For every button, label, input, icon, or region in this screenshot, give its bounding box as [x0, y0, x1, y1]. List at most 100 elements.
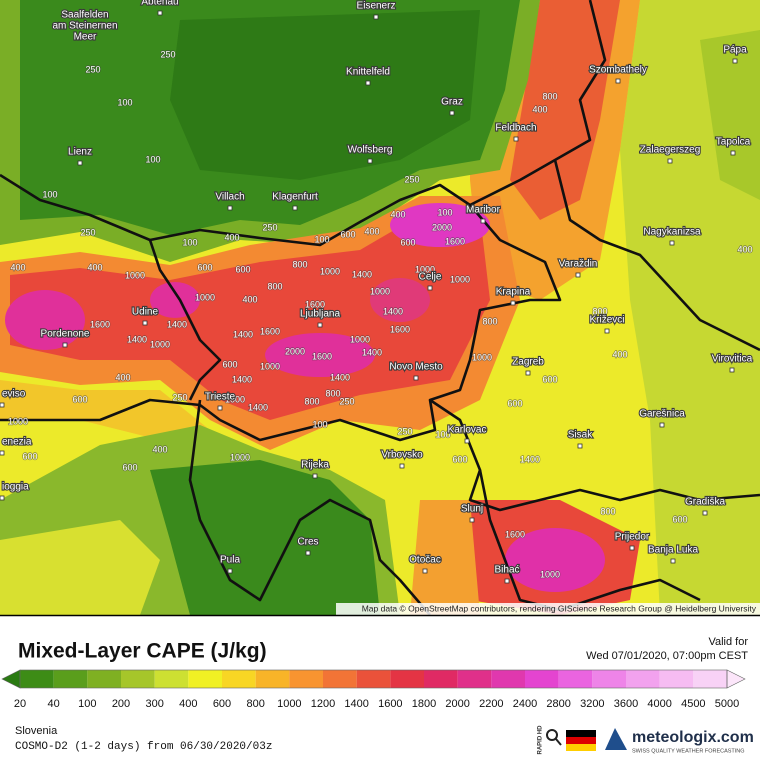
contour-label: 250 [397, 426, 412, 436]
contour-label: 800 [600, 506, 615, 516]
city-label: Otočac [409, 555, 441, 566]
city-marker [504, 578, 510, 584]
contour-label: 400 [612, 349, 627, 359]
contour-label: 1400 [127, 334, 147, 344]
contour-label: 1400 [330, 372, 350, 382]
colorbar-label: 200 [112, 698, 130, 710]
city-marker [469, 517, 475, 523]
contour-label: 400 [152, 444, 167, 454]
colorbar-swatch [491, 670, 525, 688]
city-marker [227, 205, 233, 211]
city-marker [373, 14, 379, 20]
contour-label: 250 [262, 222, 277, 232]
contour-label: 400 [10, 262, 25, 272]
contour-label: 2000 [285, 346, 305, 356]
colorbar-swatch [424, 670, 458, 688]
contour-label: 100 [182, 237, 197, 247]
contour-label: 1000 [230, 452, 250, 462]
contour-label: 600 [197, 262, 212, 272]
colorbar-swatch [323, 670, 357, 688]
contour-label: 1000 [260, 361, 280, 371]
map-background [0, 0, 760, 615]
colorbar-label: 5000 [715, 698, 739, 710]
city-label: enezia [2, 437, 32, 448]
contour-label: 1000 [320, 266, 340, 276]
border-line [0, 0, 607, 247]
colorbar-label: 40 [48, 698, 60, 710]
colorbar-label: 100 [78, 698, 96, 710]
city-marker [667, 158, 673, 164]
contour-label: 800 [267, 281, 282, 291]
contour-label: 1400 [352, 269, 372, 279]
city-label: Wolfsberg [348, 145, 393, 156]
contour-label: 400 [115, 372, 130, 382]
contour-label: 250 [339, 396, 354, 406]
contour-label: 400 [737, 244, 752, 254]
city-marker [312, 473, 318, 479]
city-label: Meer [74, 32, 97, 43]
colorbar-label: 800 [246, 698, 264, 710]
flag [566, 737, 596, 744]
city-label: Sisak [568, 430, 593, 441]
contour-label: 1400 [520, 454, 540, 464]
city-label: Nagykanizsa [643, 227, 701, 238]
search-icon [555, 738, 562, 746]
contour-label: 600 [672, 514, 687, 524]
contour-label: 1400 [233, 329, 253, 339]
city-label: Novo Mesto [389, 362, 443, 373]
contour-label: 800 [482, 316, 497, 326]
city-marker [480, 218, 486, 224]
contour-label: 250 [160, 49, 175, 59]
rapid-badge: RAPID HD [538, 725, 544, 755]
city-marker [227, 568, 233, 574]
city-label: Križevci [589, 315, 624, 326]
tagline: SWISS QUALITY WEATHER FORECASTING [632, 748, 745, 754]
colorbar-label: 4000 [647, 698, 671, 710]
contour-label: 400 [242, 294, 257, 304]
colorbar-label: 300 [145, 698, 163, 710]
border-line [0, 204, 562, 442]
colorbar-label: 2400 [513, 698, 537, 710]
city-label: Banja Luka [648, 545, 698, 556]
colorbar-swatch [87, 670, 121, 688]
city-label: Klagenfurt [272, 192, 318, 203]
colorbar-label: 2800 [546, 698, 570, 710]
contour-label: 600 [542, 374, 557, 384]
contour-label: 1000 [125, 270, 145, 280]
colorbar-swatch [356, 670, 391, 688]
colorbar-label: 3600 [614, 698, 638, 710]
colorbar-swatch [289, 670, 323, 688]
contour-label: 2000 [432, 222, 452, 232]
city-label: Graz [441, 97, 463, 108]
border-line [188, 399, 431, 615]
contour-label: 1600 [312, 351, 332, 361]
contour-label: 100 [437, 207, 452, 217]
colorbar-label: 1400 [344, 698, 368, 710]
city-label: Zagreb [512, 357, 544, 368]
city-marker [142, 320, 148, 326]
contour-label: 800 [542, 91, 557, 101]
contour-label: 1600 [90, 319, 110, 329]
city-label: Prijedor [615, 532, 650, 543]
city-label: Trieste [205, 392, 236, 403]
contour-label: 400 [224, 232, 239, 242]
city-label: Pápa [723, 45, 747, 56]
contour-label: 600 [72, 394, 87, 404]
city-marker [629, 545, 635, 551]
contour-label: 1000 [370, 286, 390, 296]
city-marker [702, 510, 708, 516]
contour-label: 1000 [350, 334, 370, 344]
city-marker [575, 272, 581, 278]
colorbar-label: 4500 [681, 698, 705, 710]
contour-label: 1000 [8, 416, 28, 426]
city-label: Abtenau [141, 0, 178, 8]
city-marker [0, 450, 5, 456]
city-marker [77, 160, 83, 166]
colorbar-label: 3200 [580, 698, 604, 710]
city-label: am Steinernen [52, 21, 117, 32]
attribution-bg [336, 603, 760, 615]
city-marker [615, 78, 621, 84]
city-label: Villach [215, 192, 244, 203]
